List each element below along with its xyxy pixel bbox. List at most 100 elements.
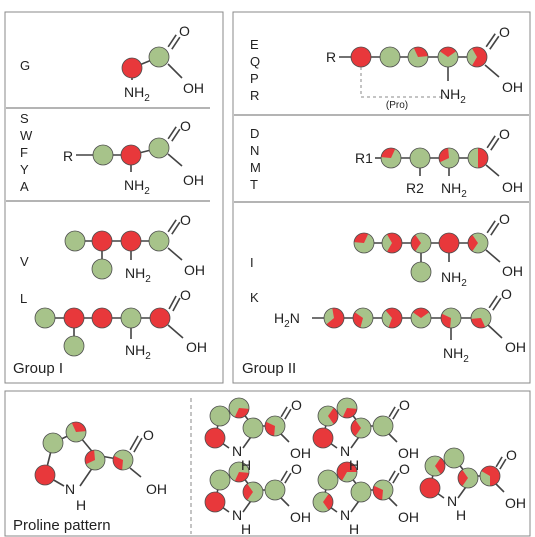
nh2-label: NH2 bbox=[125, 342, 151, 362]
side-chain-atom bbox=[91, 258, 113, 280]
double-bond bbox=[490, 222, 500, 236]
double-bond bbox=[485, 33, 496, 48]
bond bbox=[129, 467, 142, 478]
side-chain-atom bbox=[410, 232, 432, 254]
carbonyl-o-label: O bbox=[180, 118, 191, 134]
carbonyl-o-label: O bbox=[180, 287, 191, 303]
double-bond bbox=[495, 456, 503, 468]
label-g: G bbox=[20, 58, 30, 73]
pro-ring-dashed-link bbox=[360, 67, 448, 98]
side-chain-atom bbox=[352, 307, 374, 329]
double-bond bbox=[388, 406, 396, 418]
proline-variant-4-carbon-atom bbox=[372, 479, 394, 501]
side-chain-atom bbox=[92, 144, 114, 166]
side-chain-atom bbox=[353, 232, 375, 254]
r1-label: R1 bbox=[355, 150, 373, 166]
alpha-atom bbox=[437, 46, 459, 68]
carbonyl-o-label: O bbox=[501, 286, 512, 302]
proline-variant-4-ring-atom bbox=[336, 461, 358, 483]
carbon-atom bbox=[467, 147, 489, 169]
proline-variant-5-alpha-atom bbox=[457, 467, 479, 489]
double-bond bbox=[486, 135, 496, 149]
hydroxyl-label: OH bbox=[502, 179, 523, 195]
proline-variant-3-carbon-atom bbox=[264, 479, 286, 501]
double-bond bbox=[167, 126, 177, 140]
proline-variant-5-n-label: N bbox=[447, 493, 457, 509]
hydroxyl-label: OH bbox=[502, 263, 523, 279]
group1-title: Group I bbox=[13, 360, 63, 377]
alpha-atom bbox=[438, 147, 460, 169]
proline-variant-4-ring-atom bbox=[317, 469, 339, 491]
double-bond bbox=[280, 470, 288, 482]
carbon-atom bbox=[148, 137, 170, 159]
alpha-atom bbox=[120, 230, 142, 252]
side-chain-atom bbox=[323, 307, 345, 329]
double-bond bbox=[171, 221, 181, 235]
alpha-atom bbox=[440, 307, 462, 329]
proline-n-label: N bbox=[65, 481, 75, 497]
hydroxyl-label: OH bbox=[184, 262, 205, 278]
bond bbox=[280, 497, 290, 507]
double-bond bbox=[171, 36, 181, 50]
side-chain-atom bbox=[63, 307, 85, 329]
bond bbox=[485, 249, 501, 263]
side-chain-atom bbox=[380, 147, 402, 169]
proline-hydroxyl-label: OH bbox=[146, 481, 167, 497]
r2-label: R2 bbox=[406, 180, 424, 196]
proline-alpha-atom bbox=[84, 449, 106, 471]
nh2-label: NH2 bbox=[440, 86, 466, 106]
proline-variant-1-h-label: H bbox=[241, 457, 251, 473]
proline-variant-4-n-label: N bbox=[340, 507, 350, 523]
proline-variant-1-ring-atom bbox=[228, 397, 250, 419]
proline-variant-5-ring-atom bbox=[443, 447, 465, 469]
double-bond bbox=[492, 297, 502, 311]
group2-title: Group II bbox=[242, 360, 296, 377]
double-bond bbox=[129, 435, 139, 451]
proline-variant-2-carbonyl-o-label: O bbox=[399, 397, 410, 413]
hydroxyl-label: OH bbox=[183, 172, 204, 188]
proline-variant-2-ring-atom bbox=[312, 427, 334, 449]
proline-variant-3-ring-atom bbox=[204, 491, 226, 513]
label-d: D bbox=[250, 126, 259, 141]
proline-variant-5-hydroxyl-label: OH bbox=[505, 495, 526, 511]
label-s: S bbox=[20, 111, 29, 126]
carbonyl-o-label: O bbox=[180, 212, 191, 228]
proline-variant-5-h-label: H bbox=[456, 507, 466, 523]
proline-ring-atom bbox=[42, 432, 64, 454]
double-bond bbox=[167, 34, 177, 48]
nh2-label: NH2 bbox=[124, 177, 150, 197]
double-bond bbox=[490, 137, 500, 151]
proline-variant-5-carbonyl-o-label: O bbox=[506, 447, 517, 463]
label-r: R bbox=[250, 88, 259, 103]
label-n: N bbox=[250, 143, 259, 158]
label-v: V bbox=[20, 254, 29, 269]
proline-variant-2-ring-atom bbox=[317, 405, 339, 427]
double-bond bbox=[488, 295, 498, 309]
alpha-atom bbox=[438, 232, 460, 254]
hydroxyl-label: OH bbox=[186, 339, 207, 355]
label-m: M bbox=[250, 160, 261, 175]
label-p: P bbox=[250, 71, 259, 86]
nh2-label: NH2 bbox=[441, 180, 467, 200]
double-bond bbox=[486, 220, 496, 234]
proline-variant-4-hydroxyl-label: OH bbox=[398, 509, 419, 525]
proline-variant-1-alpha-atom bbox=[242, 417, 264, 439]
double-bond bbox=[280, 406, 288, 418]
pro-label: (Pro) bbox=[386, 100, 408, 111]
bond bbox=[495, 483, 505, 493]
proline-variant-3-alpha-atom bbox=[242, 481, 264, 503]
double-bond bbox=[499, 458, 507, 470]
label-q: Q bbox=[250, 54, 260, 69]
proline-variant-3-h-label: H bbox=[241, 521, 251, 537]
proline-variant-1-ring-atom bbox=[204, 427, 226, 449]
proline-variant-2-hydroxyl-label: OH bbox=[398, 445, 419, 461]
r-group-label: R bbox=[326, 49, 336, 65]
double-bond bbox=[284, 472, 292, 484]
proline-variant-3-ring-atom bbox=[209, 469, 231, 491]
carbon-atom bbox=[470, 307, 492, 329]
side-chain-atom bbox=[379, 46, 401, 68]
hydroxyl-label: OH bbox=[183, 80, 204, 96]
carbonyl-o-label: O bbox=[499, 126, 510, 142]
proline-variant-2-carbon-atom bbox=[372, 415, 394, 437]
hydroxyl-label: OH bbox=[505, 339, 526, 355]
